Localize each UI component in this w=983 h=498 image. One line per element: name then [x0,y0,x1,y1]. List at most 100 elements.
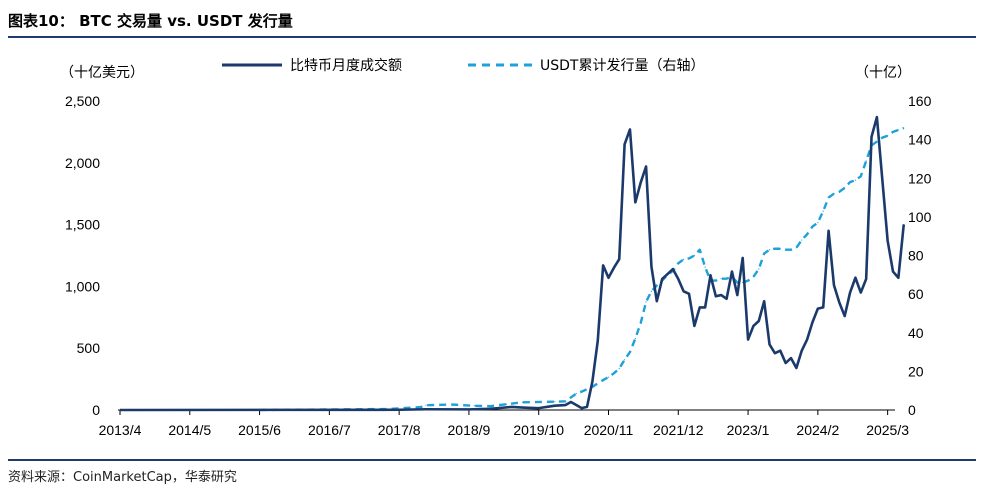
right-axis-unit: （十亿） [855,65,911,81]
data-point [597,340,599,342]
data-point [640,322,642,324]
data-point [489,405,491,407]
data-point [656,284,658,287]
data-point [865,278,867,280]
data-point [752,325,755,327]
x-tick-label: 2018/9 [448,422,491,438]
data-point [876,116,878,118]
left-y-tick-label: 500 [77,340,101,356]
data-point [672,268,674,270]
data-point [811,225,814,228]
data-point [607,376,610,378]
tick-labels: 0 500 1,000 1,500 2,000 2,500 0 20 40 60 80 100 120 1… [65,93,932,438]
x-tick-label: 2020/11 [584,422,634,438]
data-point [833,284,835,286]
data-point [801,239,803,241]
data-point [881,178,883,180]
data-point [586,406,588,408]
data-point [849,181,851,183]
data-point [581,407,583,409]
data-point [688,257,690,259]
data-point [629,351,631,353]
data-point [554,405,556,407]
data-point [774,352,776,354]
data-point [613,372,615,374]
data-point [425,408,427,410]
series-usdt-issuance [258,126,905,412]
source-note: 资料来源：CoinMarketCap，华泰研究 [8,470,237,485]
data-point [720,294,722,296]
series-btc-volume [119,115,906,412]
data-point [554,401,556,403]
right-y-tick-label: 140 [908,132,932,148]
data-point [790,357,792,359]
data-point [715,295,717,297]
right-y-tick-label: 0 [908,402,916,418]
x-tick-label: 2016/7 [308,422,351,438]
data-point [758,320,760,322]
data-point [887,135,889,137]
data-point [704,306,706,309]
data-point [849,291,851,294]
data-point [844,187,846,189]
data-point [624,143,626,145]
data-point [768,343,771,346]
data-point [468,408,470,410]
legend-label-btc-volume: 比特币月度成交额 [290,57,402,74]
data-point [398,409,400,411]
data-point [624,359,626,361]
x-tick-label: 2024/2 [796,422,839,438]
data-point [779,248,781,250]
data-point [570,401,572,403]
data-point [790,249,792,251]
data-point [575,392,577,395]
legend: 比特币月度成交额 USDT累计发行量（右轴） [222,57,704,74]
data-point [731,270,733,273]
right-y-tick-label: 60 [908,286,924,302]
data-point [602,264,604,266]
data-point [860,291,862,294]
figure-title: 图表10： BTC 交易量 vs. USDT 发行量 [8,12,293,30]
data-point [570,396,572,399]
data-point [736,294,738,296]
data-point [817,222,819,224]
data-point [656,300,658,302]
data-point [720,278,722,280]
right-y-tick-label: 160 [908,93,932,109]
data-point [591,380,593,383]
data-point [838,191,840,193]
data-point [575,404,577,406]
left-y-tick-label: 1,500 [65,217,100,233]
data-point [693,254,695,257]
data-point [795,367,797,369]
x-tick-label: 2021/12 [653,422,704,438]
data-point [618,367,620,370]
right-y-tick-label: 80 [908,248,924,264]
data-point [473,405,475,407]
data-point [677,262,679,264]
data-point [838,301,840,304]
data-point [785,249,787,251]
right-y-tick-label: 100 [908,209,932,225]
data-point [666,273,669,275]
data-point [844,315,846,317]
data-point [817,308,819,310]
data-point [645,165,647,168]
x-tick-label: 2014/5 [168,422,211,438]
data-point [420,406,422,408]
right-y-tick-label: 120 [908,170,932,186]
data-point [736,281,738,284]
data-point [892,270,894,273]
data-point [795,247,797,249]
data-point [634,337,636,340]
data-point [522,401,524,403]
data-point [897,129,899,131]
data-point [779,350,781,352]
source-divider [8,459,976,461]
data-point [677,278,679,280]
data-point [607,277,610,279]
right-y-tick-label: 20 [908,363,924,379]
data-point [581,391,583,393]
btc-volume-line [119,115,906,412]
data-point [747,338,749,341]
